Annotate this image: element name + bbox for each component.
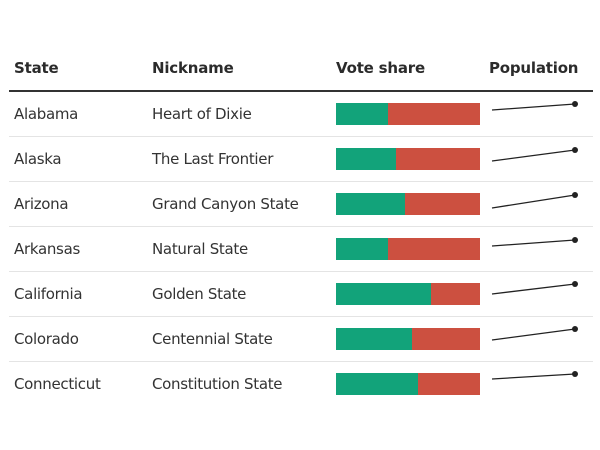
state-table: State Nickname Vote share Population Ala… <box>9 50 593 406</box>
table-row: Colorado Centennial State <box>9 317 593 362</box>
population-sparkline <box>491 371 578 380</box>
sparkline-line <box>491 328 576 341</box>
sparkline-line <box>491 283 576 295</box>
state-nickname: The Last Frontier <box>152 150 274 168</box>
state-nickname: Grand Canyon State <box>152 195 299 213</box>
vote-share-green-segment <box>336 328 413 350</box>
vote-share-green-segment <box>336 103 388 125</box>
state-nickname: Constitution State <box>152 375 283 393</box>
vote-share-bar <box>336 373 480 395</box>
vote-share-bar <box>336 103 480 125</box>
sparkline-line <box>491 103 576 111</box>
table-row: Connecticut Constitution State <box>9 362 593 406</box>
population-sparkline <box>491 192 578 209</box>
population-sparkline <box>491 101 578 111</box>
state-name: Connecticut <box>14 375 101 393</box>
sparkline-line <box>491 373 576 380</box>
sparkline-endpoint-dot <box>572 101 578 107</box>
vote-share-bar <box>336 238 480 260</box>
state-name: Arkansas <box>14 240 80 258</box>
state-name: Colorado <box>14 330 79 348</box>
state-name: California <box>14 285 83 303</box>
sparkline-endpoint-dot <box>572 147 578 153</box>
vote-share-bar <box>336 148 480 170</box>
column-header-vote-share[interactable]: Vote share <box>336 59 425 77</box>
table-row: Alabama Heart of Dixie <box>9 92 593 137</box>
sparkline-line <box>491 194 576 209</box>
vote-share-green-segment <box>336 283 432 305</box>
state-name: Alabama <box>14 105 79 123</box>
vote-share-green-segment <box>336 148 397 170</box>
sparkline-endpoint-dot <box>572 326 578 332</box>
population-sparkline <box>491 326 578 341</box>
population-sparkline <box>491 237 578 247</box>
state-name: Alaska <box>14 150 62 168</box>
table-body: Alabama Heart of Dixie Alaska The Last Fron… <box>9 92 593 406</box>
sparkline-endpoint-dot <box>572 192 578 198</box>
vote-share-green-segment <box>336 193 406 215</box>
state-nickname: Centennial State <box>152 330 273 348</box>
state-name: Arizona <box>14 195 69 213</box>
state-nickname: Heart of Dixie <box>152 105 252 123</box>
column-header-nickname[interactable]: Nickname <box>152 59 234 77</box>
vote-share-bar <box>336 328 480 350</box>
sparkline-line <box>491 149 576 162</box>
table-header: State Nickname Vote share Population <box>9 50 593 92</box>
column-header-population[interactable]: Population <box>489 59 579 77</box>
table-row: Arizona Grand Canyon State <box>9 182 593 227</box>
vote-share-green-segment <box>336 373 419 395</box>
state-nickname: Natural State <box>152 240 248 258</box>
sparkline-line <box>491 239 576 247</box>
sparkline-endpoint-dot <box>572 371 578 377</box>
population-sparkline <box>491 147 578 162</box>
state-nickname: Golden State <box>152 285 247 303</box>
population-sparkline <box>491 281 578 295</box>
table-row: California Golden State <box>9 272 593 317</box>
vote-share-bar <box>336 193 480 215</box>
sparkline-endpoint-dot <box>572 237 578 243</box>
table-row: Arkansas Natural State <box>9 227 593 272</box>
column-header-state[interactable]: State <box>14 59 59 77</box>
vote-share-green-segment <box>336 238 388 260</box>
sparkline-endpoint-dot <box>572 281 578 287</box>
vote-share-bar <box>336 283 480 305</box>
table-row: Alaska The Last Frontier <box>9 137 593 182</box>
